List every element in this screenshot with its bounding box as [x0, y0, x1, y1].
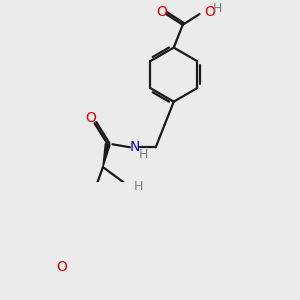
Text: O: O [57, 260, 68, 274]
Text: O: O [204, 4, 214, 19]
Text: H: H [134, 180, 143, 194]
Text: N: N [130, 140, 140, 154]
Text: O: O [85, 112, 96, 125]
Text: O: O [156, 4, 167, 19]
Text: H: H [138, 148, 148, 161]
Polygon shape [103, 144, 110, 167]
Text: H: H [213, 2, 222, 15]
